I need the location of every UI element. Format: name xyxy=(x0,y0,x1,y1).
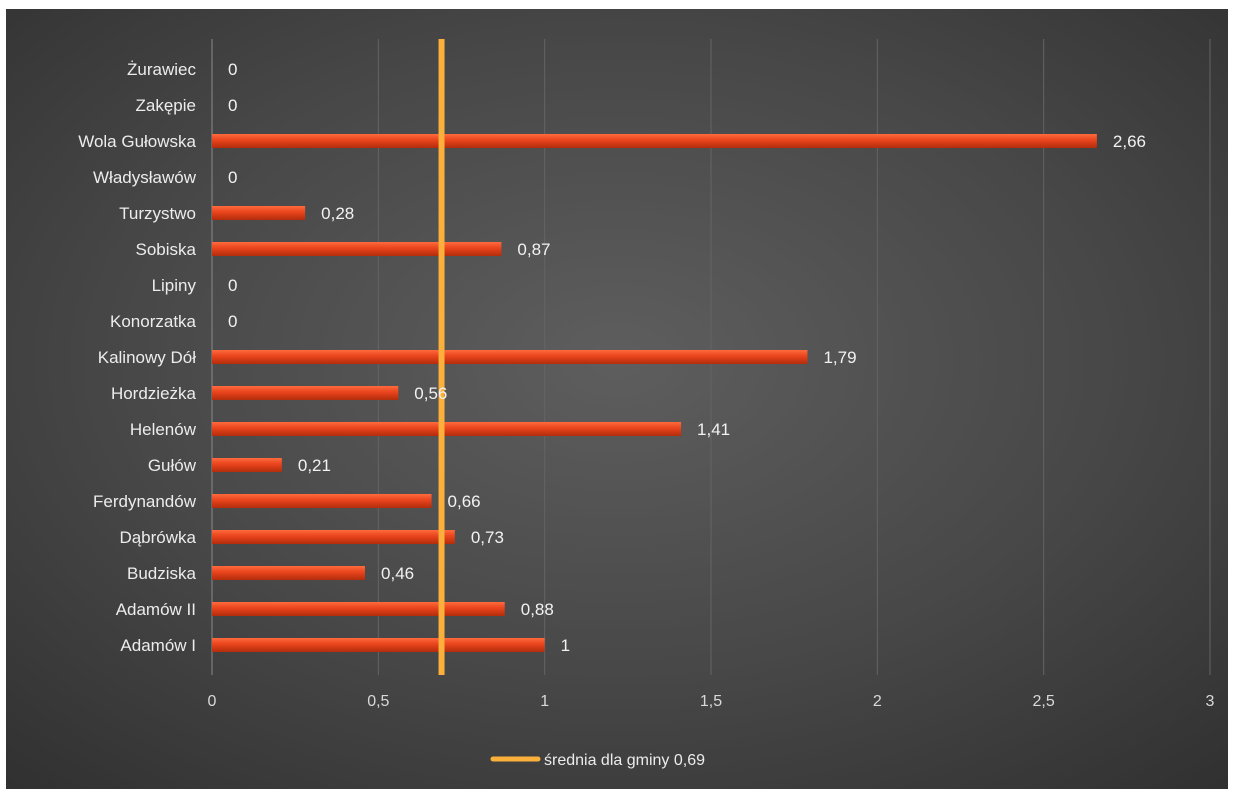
category-label: Żurawiec xyxy=(127,60,196,79)
bars xyxy=(212,134,1097,652)
data-label: 0 xyxy=(228,276,237,295)
horizontal-bar-chart: 0 0,5 1 1,5 2 2,5 3 Żurawiec 0 Zakępie 0 Wola Gułow… xyxy=(78,39,1215,769)
x-tick-label: 1,5 xyxy=(700,693,722,710)
category-label: Sobiska xyxy=(136,240,197,259)
bar xyxy=(212,494,432,508)
bar xyxy=(212,530,455,544)
x-tick-label: 0,5 xyxy=(367,693,389,710)
bar xyxy=(212,422,682,436)
bar xyxy=(212,638,545,652)
x-tick-label: 2,5 xyxy=(1033,693,1055,710)
data-label: 0,56 xyxy=(414,384,447,403)
bar xyxy=(212,602,505,616)
data-label: 0 xyxy=(228,60,237,79)
category-label: Adamów II xyxy=(116,600,196,619)
category-label: Helenów xyxy=(130,420,197,439)
x-tick-label: 2 xyxy=(873,693,882,710)
legend: średnia dla gminy 0,69 xyxy=(490,752,705,769)
category-label: Kalinowy Dół xyxy=(98,348,196,367)
x-tick-label: 3 xyxy=(1206,693,1215,710)
labels: 0 0,5 1 1,5 2 2,5 3 Żurawiec 0 Zakępie 0 Wola Gułow… xyxy=(78,60,1214,710)
category-label: Adamów I xyxy=(120,636,196,655)
bar xyxy=(212,566,366,580)
data-label: 1,79 xyxy=(823,348,856,367)
category-label: Wola Gułowska xyxy=(78,132,196,151)
category-label: Gułów xyxy=(148,456,197,475)
data-label: 0 xyxy=(228,168,237,187)
data-label: 2,66 xyxy=(1113,132,1146,151)
category-label: Zakępie xyxy=(136,96,196,115)
bar xyxy=(212,458,282,472)
category-label: Budziska xyxy=(127,564,197,583)
category-label: Konorzatka xyxy=(110,312,197,331)
data-label: 0,73 xyxy=(471,528,504,547)
bar xyxy=(212,134,1097,148)
x-tick-label: 1 xyxy=(540,693,549,710)
category-label: Lipiny xyxy=(152,276,197,295)
data-label: 1,41 xyxy=(697,420,730,439)
x-tick-label: 0 xyxy=(208,693,217,710)
data-label: 1 xyxy=(561,636,570,655)
bar xyxy=(212,350,808,364)
bar xyxy=(212,242,502,256)
category-label: Hordzieżka xyxy=(111,384,197,403)
legend-entry: średnia dla gminy 0,69 xyxy=(544,752,705,769)
bar xyxy=(212,206,306,220)
bar xyxy=(212,386,399,400)
chart-area: 0 0,5 1 1,5 2 2,5 3 Żurawiec 0 Zakępie 0 Wola Gułow… xyxy=(6,9,1228,789)
data-label: 0,87 xyxy=(517,240,550,259)
data-label: 0,21 xyxy=(298,456,331,475)
category-label: Władysławów xyxy=(93,168,197,187)
category-label: Ferdynandów xyxy=(93,492,197,511)
data-label: 0 xyxy=(228,96,237,115)
data-label: 0,46 xyxy=(381,564,414,583)
category-label: Dąbrówka xyxy=(119,528,196,547)
category-label: Turzystwo xyxy=(119,204,196,223)
data-label: 0,66 xyxy=(448,492,481,511)
data-label: 0 xyxy=(228,312,237,331)
data-label: 0,88 xyxy=(521,600,554,619)
data-label: 0,28 xyxy=(321,204,354,223)
